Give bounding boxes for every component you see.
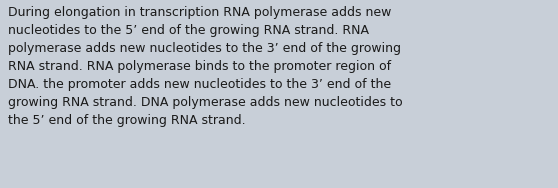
Text: During elongation in transcription RNA polymerase adds new
nucleotides to the 5’: During elongation in transcription RNA p… [8,6,403,127]
